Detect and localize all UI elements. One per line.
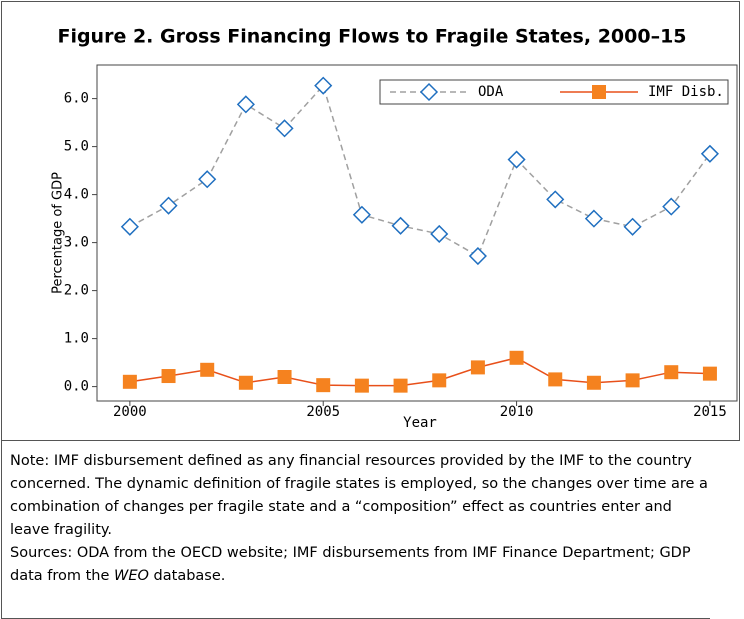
marker — [314, 76, 333, 95]
y-tick-label: 5.0 — [64, 139, 89, 155]
legend-label: IMF Disb. — [648, 84, 724, 100]
marker — [623, 217, 642, 236]
marker — [702, 366, 717, 381]
x-axis-label: Year — [403, 415, 437, 431]
marker — [430, 224, 449, 244]
sources-text: database. — [148, 568, 226, 584]
x-tick-label: 2000 — [113, 404, 147, 420]
note: Note: IMF disbursement defined as any fi… — [10, 453, 708, 538]
marker — [546, 190, 565, 209]
sources-italic: WEO — [114, 568, 149, 584]
y-tick-label: 0.0 — [64, 379, 89, 395]
legend-marker — [592, 85, 606, 99]
marker — [236, 95, 255, 114]
marker — [470, 360, 485, 375]
marker — [316, 378, 331, 393]
series-line — [129, 357, 710, 387]
marker — [120, 217, 139, 236]
series-line — [129, 84, 711, 258]
marker — [548, 372, 563, 387]
marker — [352, 205, 371, 224]
x-tick-label: 2015 — [693, 404, 727, 420]
marker — [509, 350, 524, 365]
y-tick-label: 3.0 — [64, 235, 89, 251]
chart-box — [1, 1, 740, 441]
note-box: Note: IMF disbursement defined as any fi… — [1, 440, 710, 619]
marker — [586, 375, 601, 390]
marker — [159, 196, 178, 215]
marker — [584, 209, 603, 228]
marker — [393, 378, 408, 393]
legend-label: ODA — [478, 84, 504, 100]
marker — [625, 373, 640, 388]
marker — [664, 365, 679, 380]
y-tick-label: 4.0 — [64, 187, 89, 203]
sources: Sources: ODA from the OECD website; IMF … — [10, 542, 710, 588]
marker — [198, 170, 217, 189]
legend-marker — [419, 82, 439, 102]
marker — [277, 370, 292, 384]
y-tick-label: 1.0 — [64, 331, 89, 347]
x-tick-label: 2010 — [500, 404, 534, 420]
marker — [432, 373, 447, 388]
chart-title: Figure 2. Gross Financing Flows to Fragi… — [57, 26, 686, 48]
marker — [468, 246, 487, 266]
chart: Figure 2. Gross Financing Flows to Fragi… — [51, 26, 738, 431]
marker — [662, 197, 681, 216]
marker — [275, 119, 294, 138]
y-tick-label: 2.0 — [64, 283, 89, 299]
y-tick-label: 6.0 — [64, 91, 89, 107]
marker — [391, 216, 410, 235]
y-axis-label: Percentage of GDP — [51, 172, 66, 294]
marker — [122, 374, 137, 389]
marker — [700, 144, 719, 163]
plot-frame — [96, 64, 738, 402]
marker — [354, 378, 369, 393]
x-tick-label: 2005 — [306, 404, 340, 420]
sources-text: Sources: ODA from the OECD website; IMF … — [10, 545, 691, 584]
marker — [161, 369, 176, 384]
marker — [238, 375, 253, 390]
marker — [507, 150, 526, 169]
marker — [200, 362, 215, 377]
